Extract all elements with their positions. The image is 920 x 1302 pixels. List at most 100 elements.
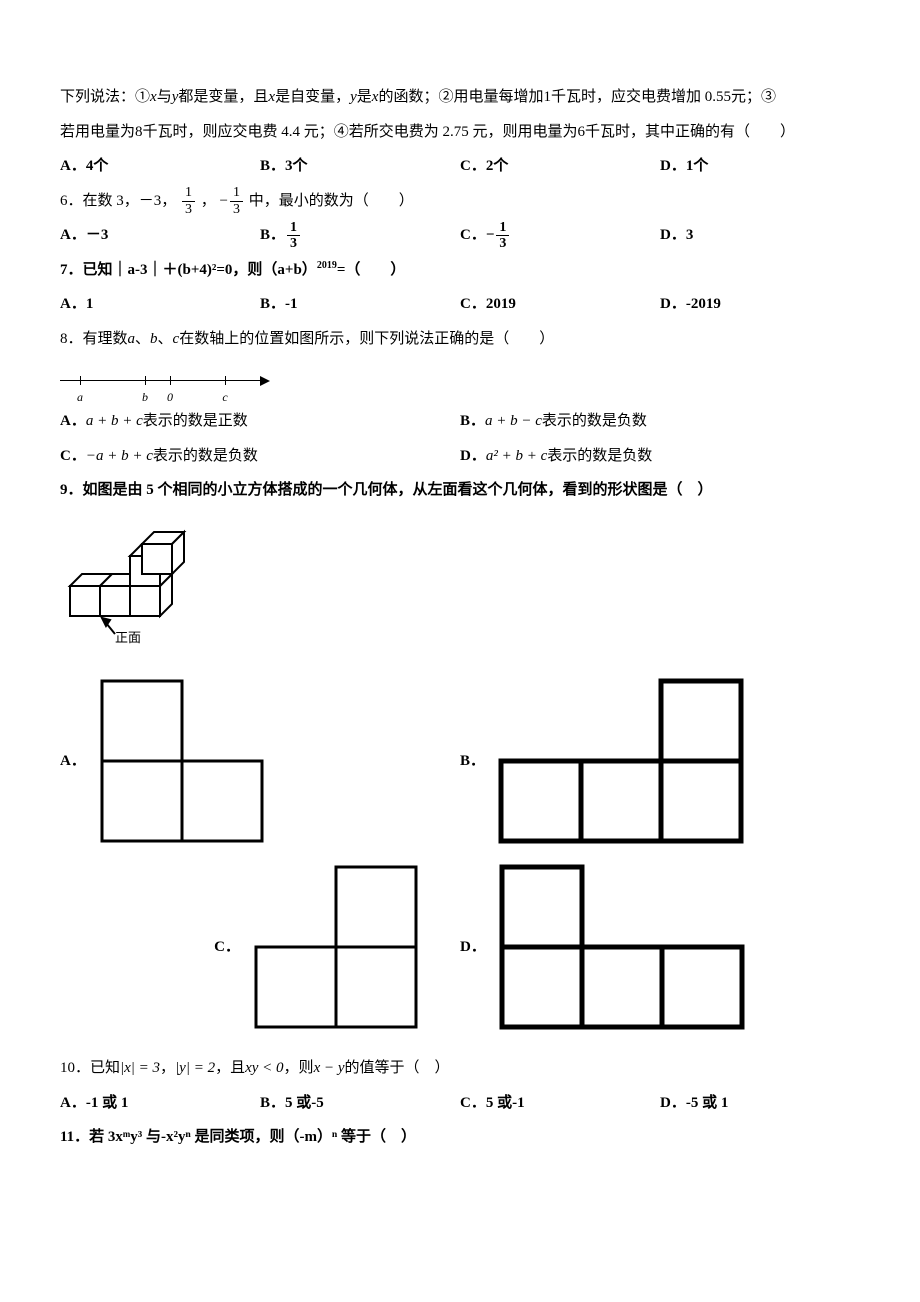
q8-opt-d[interactable]: D．a² + b + c表示的数是负数 bbox=[460, 439, 860, 474]
text: 、 bbox=[135, 331, 150, 347]
q10-opt-a[interactable]: A．-1 或 1 bbox=[60, 1086, 260, 1121]
expr: a² + b + c bbox=[486, 448, 547, 464]
text: 与 bbox=[157, 89, 172, 105]
q8-options-row1: A．a + b + c表示的数是正数 B．a + b − c表示的数是负数 bbox=[60, 404, 860, 439]
q6-opt-c[interactable]: C．−13 bbox=[460, 218, 660, 253]
text: 是 bbox=[357, 89, 372, 105]
text: ，则 bbox=[284, 1060, 314, 1076]
text: 表示的数是负数 bbox=[547, 448, 652, 464]
text: 下列说法：① bbox=[60, 89, 150, 105]
text: 的函数；②用电量每增加1千瓦时，应交电费增加 0.55元；③ bbox=[378, 89, 776, 105]
text: ， bbox=[160, 1060, 175, 1076]
q5-options: A．4个 B．3个 C．2个 D．1个 bbox=[60, 149, 860, 184]
denominator: 3 bbox=[182, 202, 195, 217]
q7-options: A．1 B．-1 C．2019 D．-2019 bbox=[60, 287, 860, 322]
text: 表示的数是负数 bbox=[542, 413, 647, 429]
expr: |y| = 2 bbox=[175, 1060, 215, 1076]
q6-opt-a[interactable]: A．－3 bbox=[60, 218, 260, 253]
text: 的值等于（ ） bbox=[345, 1060, 450, 1076]
expr: −a + b + c bbox=[86, 448, 153, 464]
label: A． bbox=[60, 744, 86, 779]
q6-opt-b[interactable]: B．13 bbox=[260, 218, 460, 253]
q8-stem: 8．有理数a、b、c在数轴上的位置如图所示，则下列说法正确的是（ ） bbox=[60, 322, 860, 357]
fraction: 13 bbox=[230, 185, 243, 217]
q10-stem: 10．已知|x| = 3，|y| = 2，且xy < 0，则x − y的值等于（… bbox=[60, 1051, 860, 1086]
q10-opt-d[interactable]: D．-5 或 1 bbox=[660, 1086, 860, 1121]
expr: a + b − c bbox=[485, 413, 542, 429]
q9-opt-d[interactable]: D． bbox=[460, 863, 860, 1031]
numerator: 1 bbox=[230, 185, 243, 201]
q8-opt-a[interactable]: A．a + b + c表示的数是正数 bbox=[60, 404, 460, 439]
numerator: 1 bbox=[182, 185, 195, 201]
label: D． bbox=[460, 448, 486, 464]
text: 、 bbox=[158, 331, 173, 347]
neg: − bbox=[220, 193, 228, 209]
neg: − bbox=[486, 227, 495, 243]
label: B． bbox=[460, 744, 485, 779]
axis-line bbox=[60, 380, 260, 381]
shape-c-icon bbox=[252, 863, 420, 1031]
q6-stem: 6．在数 3，－3， 13 ， −13 中，最小的数为（ ） bbox=[60, 184, 860, 219]
text: 6．在数 3，－3， bbox=[60, 193, 176, 209]
q8-opt-b[interactable]: B．a + b − c表示的数是负数 bbox=[460, 404, 860, 439]
q7-opt-c[interactable]: C．2019 bbox=[460, 287, 660, 322]
denominator: 3 bbox=[496, 236, 509, 251]
text: =（ ） bbox=[337, 262, 406, 278]
tick-label: 0 bbox=[167, 384, 173, 412]
fraction: 13 bbox=[287, 220, 300, 252]
text: 表示的数是正数 bbox=[143, 413, 248, 429]
text: 7．已知｜a-3｜＋(b+4)²=0，则（a+b） bbox=[60, 262, 317, 278]
q6-opt-d[interactable]: D．3 bbox=[660, 218, 860, 253]
fraction: 13 bbox=[496, 220, 509, 252]
var-y: y bbox=[350, 89, 357, 105]
q9-opt-c[interactable]: C． bbox=[60, 863, 460, 1031]
shape-d-icon bbox=[498, 863, 746, 1031]
exponent: 2019 bbox=[317, 260, 337, 271]
tick-label: c bbox=[222, 384, 227, 412]
expr: a + b + c bbox=[86, 413, 143, 429]
denominator: 3 bbox=[230, 202, 243, 217]
q6-options: A．－3 B．13 C．−13 D．3 bbox=[60, 218, 860, 253]
q7-opt-d[interactable]: D．-2019 bbox=[660, 287, 860, 322]
text: 是自变量， bbox=[275, 89, 350, 105]
text: 表示的数是负数 bbox=[153, 448, 258, 464]
q7-opt-b[interactable]: B．-1 bbox=[260, 287, 460, 322]
q9-options-row1: A． B． bbox=[60, 677, 860, 845]
q5-opt-b[interactable]: B．3个 bbox=[260, 149, 460, 184]
expr: |x| = 3 bbox=[120, 1060, 160, 1076]
shape-b-icon bbox=[497, 677, 745, 845]
q5-opt-c[interactable]: C．2个 bbox=[460, 149, 660, 184]
text: 中，最小的数为（ ） bbox=[249, 193, 414, 209]
var-a: a bbox=[128, 331, 136, 347]
number-line: ab0c bbox=[60, 362, 280, 398]
q9-opt-b[interactable]: B． bbox=[460, 677, 860, 845]
q7-opt-a[interactable]: A．1 bbox=[60, 287, 260, 322]
expr: x − y bbox=[314, 1060, 345, 1076]
shape-a-icon bbox=[98, 677, 266, 845]
label: A． bbox=[60, 413, 86, 429]
q5-opt-a[interactable]: A．4个 bbox=[60, 149, 260, 184]
text: ， bbox=[201, 193, 216, 209]
q10-opt-b[interactable]: B．5 或-5 bbox=[260, 1086, 460, 1121]
text: 在数轴上的位置如图所示，则下列说法正确的是（ ） bbox=[179, 331, 554, 347]
text: 8．有理数 bbox=[60, 331, 128, 347]
numerator: 1 bbox=[287, 220, 300, 236]
numerator: 1 bbox=[496, 220, 509, 236]
q5-line1: 下列说法：①x与y都是变量，且x是自变量，y是x的函数；②用电量每增加1千瓦时，… bbox=[60, 80, 860, 115]
denominator: 3 bbox=[287, 236, 300, 251]
q8-options-row2: C．−a + b + c表示的数是负数 D．a² + b + c表示的数是负数 bbox=[60, 439, 860, 474]
q8-opt-c[interactable]: C．−a + b + c表示的数是负数 bbox=[60, 439, 460, 474]
expr: xy < 0 bbox=[245, 1060, 283, 1076]
q7-stem: 7．已知｜a-3｜＋(b+4)²=0，则（a+b）2019=（ ） bbox=[60, 253, 860, 288]
label: C． bbox=[60, 448, 86, 464]
cubes-icon: 正面 bbox=[60, 516, 220, 646]
q11-stem: 11．若 3xᵐy³ 与-x²yⁿ 是同类项，则（-m）ⁿ 等于（ ） bbox=[60, 1120, 860, 1155]
var-x: x bbox=[150, 89, 157, 105]
text: ，且 bbox=[215, 1060, 245, 1076]
q5-opt-d[interactable]: D．1个 bbox=[660, 149, 860, 184]
q5-line2: 若用电量为8千瓦时，则应交电费 4.4 元；④若所交电费为 2.75 元，则用电… bbox=[60, 115, 860, 150]
q10-opt-c[interactable]: C．5 或-1 bbox=[460, 1086, 660, 1121]
q9-opt-a[interactable]: A． bbox=[60, 677, 460, 845]
var-b: b bbox=[150, 331, 158, 347]
q9-stem: 9．如图是由 5 个相同的小立方体搭成的一个几何体，从左面看这个几何体，看到的形… bbox=[60, 473, 860, 508]
